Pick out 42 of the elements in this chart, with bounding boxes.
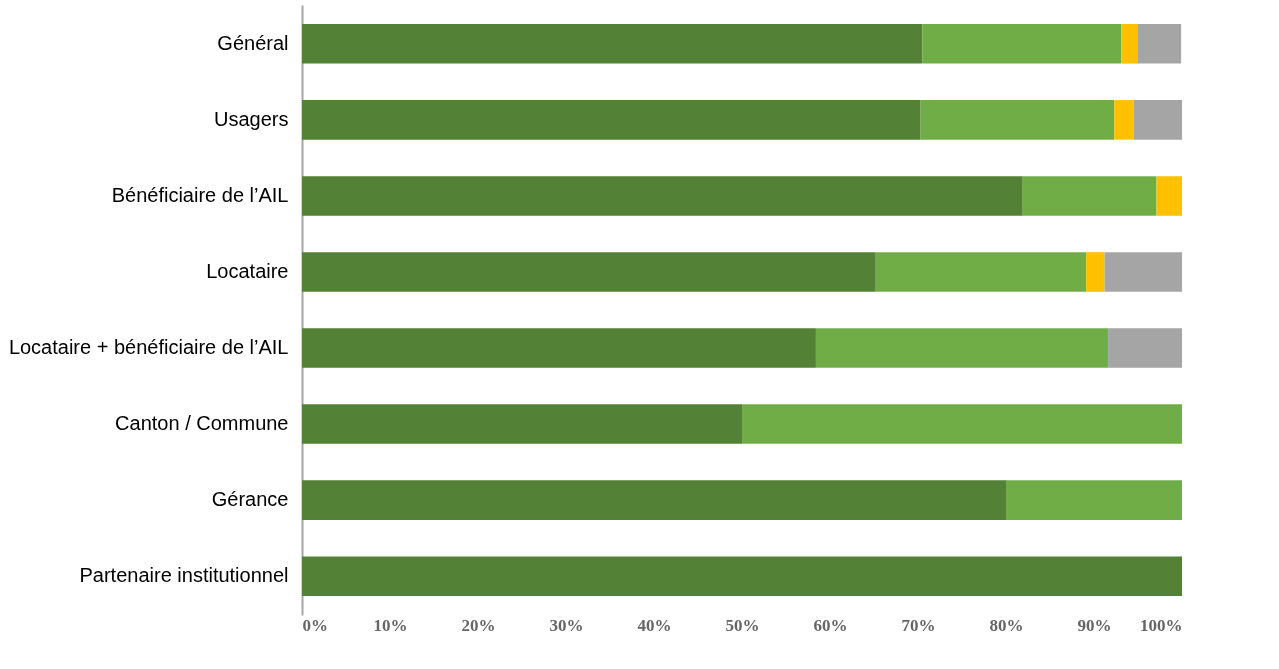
bar [742,404,1182,444]
x-tick-label: 0% [302,615,328,635]
bar [302,556,1182,596]
x-tick-label: 20% [461,615,496,635]
x-tick-label: 40% [637,615,672,635]
bar [1104,252,1182,292]
bar [1086,252,1105,292]
bar [1114,100,1134,140]
y-tick-label: Locataire + bénéficiaire de l’AIL [8,336,289,359]
bar [1121,24,1138,64]
x-tick-label: 70% [901,615,936,635]
x-tick-label: 50% [725,615,760,635]
bar [875,252,1087,292]
y-tick-label: Partenaire institutionnel [79,564,289,587]
x-tick-label: 80% [989,615,1024,635]
bar [1138,24,1182,64]
bar [1133,100,1182,140]
y-tick-label: Locataire [206,259,289,282]
x-tick-label: 10% [373,615,408,635]
bar [1006,480,1182,520]
bar [1156,176,1182,216]
x-tick-label: 30% [549,615,584,635]
bar [302,176,1023,216]
bar [302,100,921,140]
bar [302,404,742,444]
bar [1108,328,1182,368]
x-tick-label: 90% [1077,615,1112,635]
x-tick-label: 60% [813,615,848,635]
y-tick-label: Bénéficiaire de l’AIL [111,183,289,206]
bar [302,24,923,64]
x-tick-label: 100% [1140,615,1183,635]
bar [302,328,816,368]
bar [302,252,876,292]
bar [920,100,1115,140]
bar [302,480,1006,520]
bar [815,328,1109,368]
y-tick-label: Gérance [211,488,289,511]
bar [1022,176,1157,216]
y-tick-label: Général [217,31,289,54]
bar [922,24,1122,64]
y-tick-label: Usagers [214,107,289,130]
y-tick-label: Canton / Commune [115,412,289,435]
